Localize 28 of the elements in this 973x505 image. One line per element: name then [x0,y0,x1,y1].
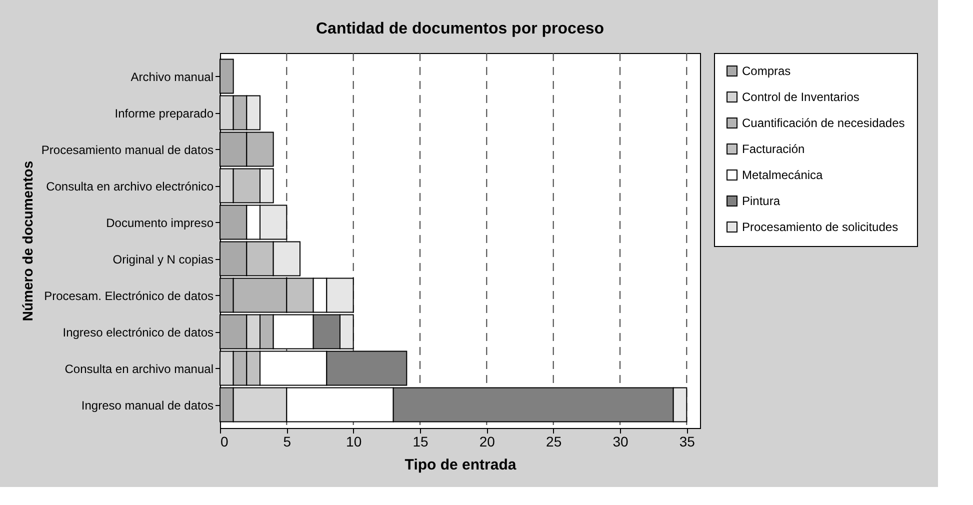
y-axis-title: Número de documentos [19,160,36,322]
legend-label: Compras [742,64,791,78]
y-tick-label: Procesamiento manual de datos [41,142,214,157]
y-tick-label: Procesam. Electrónico de datos [44,288,214,303]
legend-label: Procesamiento de solicitudes [742,220,898,234]
y-tick-label: Archivo manual [130,70,214,84]
y-tick-label: Documento impreso [106,216,214,230]
x-axis-title: Tipo de entrada [404,456,517,474]
legend-label: Metalmecánica [742,168,824,182]
x-tick-label: 15 [412,434,428,450]
legend-label: Cuantificación de necesidades [742,116,905,130]
legend-label: Facturación [742,142,805,156]
y-tick-label: Consulta en archivo manual [64,362,214,376]
x-tick-label: 35 [679,434,696,450]
y-tick-label: Ingreso manual de datos [81,398,214,412]
x-tick-label: 30 [612,434,628,450]
x-tick-label: 5 [283,434,292,450]
x-tick-label: 0 [220,434,228,450]
x-tick-label: 20 [479,434,496,450]
y-tick-label: Informe preparado [114,106,214,120]
x-tick-label: 10 [346,434,362,450]
y-tick-label: Ingreso electrónico de datos [62,325,214,340]
chart-title: Cantidad de documentos por proceso [316,20,604,38]
y-tick-label: Consulta en archivo electrónico [46,179,214,194]
legend-label: Control de Inventarios [742,90,860,104]
x-tick-label: 25 [546,434,562,450]
y-tick-label: Original y N copias [112,252,214,266]
legend-label: Pintura [742,194,780,208]
